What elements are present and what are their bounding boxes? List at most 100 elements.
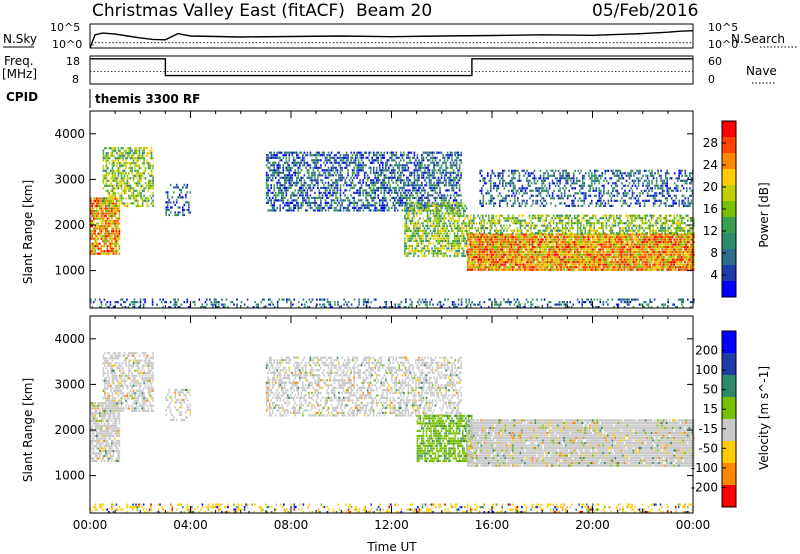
- scatter-cell-power-0: [111, 222, 113, 225]
- scatter-cell-power-5: [605, 243, 608, 246]
- scatter-cell-power-5: [531, 238, 534, 241]
- scatter-cell-power-5: [552, 236, 555, 239]
- scatter-cell-power-3: [324, 174, 327, 177]
- scatter-cell-power-3: [290, 169, 292, 172]
- scatter-cell-power-0: [114, 202, 116, 205]
- scatter-cell-power-3: [306, 164, 309, 167]
- scatter-cell-power-5: [485, 261, 487, 264]
- scatter-cell-power-3: [353, 191, 355, 194]
- scatter-cell-power-1: [129, 157, 132, 160]
- scatter-cell-power-1: [137, 194, 139, 197]
- scatter-cell-power-4: [437, 252, 439, 255]
- scatter-cell-power-5: [480, 233, 482, 236]
- scatter-cell-power-5: [590, 233, 593, 236]
- scatter-cell-power-3: [394, 204, 396, 207]
- scatter-cell-power-2: [172, 186, 175, 189]
- scatter-cell-power-0: [115, 217, 118, 220]
- scatter-cell-power-3: [458, 189, 461, 192]
- scatter-cell-power-3: [276, 171, 278, 174]
- scatter-cell-power-4: [432, 202, 435, 205]
- scatter-cell-power-3: [297, 156, 300, 159]
- scatter-cell-power-3: [339, 171, 342, 174]
- scatter-cell-power-5: [543, 251, 546, 254]
- scatter-cell-power-3: [392, 176, 395, 179]
- scatter-cell-power-1: [111, 174, 114, 177]
- scatter-cell-power-4: [465, 242, 468, 245]
- scatter-cell-power-5: [581, 266, 583, 269]
- scatter-cell-power-3: [306, 151, 309, 154]
- scatter-cell-power-3: [303, 189, 306, 192]
- scatter-cell-power-4: [441, 229, 444, 232]
- scatter-cell-power-5: [530, 256, 532, 259]
- scatter-cell-power-1: [135, 159, 138, 162]
- scatter-cell-power-5: [474, 268, 476, 271]
- scatter-cell-power-3: [427, 196, 429, 199]
- scatter-cell-power-4: [425, 249, 427, 253]
- scatter-cell-power-1: [137, 154, 139, 157]
- scatter-cell-power-3: [368, 191, 370, 194]
- scatter-cell-power-4: [453, 232, 456, 235]
- scatter-cell-power-4: [446, 204, 448, 207]
- scatter-cell-power-3: [353, 176, 355, 179]
- scatter-cell-power-5: [637, 266, 639, 269]
- scatter-cell-power-5: [575, 251, 577, 254]
- scatter-cell-power-5: [522, 256, 525, 259]
- scatter-cell-power-3: [306, 201, 309, 204]
- scatter-cell-power-0: [103, 252, 106, 255]
- scatter-cell-power-4: [461, 232, 463, 235]
- scatter-cell-power-0: [114, 197, 116, 200]
- scatter-cell-power-5: [601, 246, 603, 249]
- scatter-cell-power-5: [482, 248, 484, 251]
- scatter-cell-power-0: [115, 250, 118, 253]
- scatter-cell-power-0: [108, 210, 110, 213]
- scatter-cell-power-5: [619, 251, 621, 254]
- scatter-cell-power-5: [614, 263, 617, 266]
- scatter-cell-power-3: [428, 181, 431, 184]
- scatter-cell-power-1: [123, 177, 126, 180]
- scatter-cell-power-5: [573, 241, 576, 244]
- scatter-cell-power-4: [420, 234, 423, 238]
- scatter-cell-power-3: [397, 164, 399, 167]
- scatter-cell-power-3: [422, 174, 425, 177]
- scatter-cell-power-3: [299, 151, 301, 154]
- scatter-cell-power-4: [411, 219, 414, 222]
- scatter-cell-power-5: [557, 258, 559, 261]
- scatter-cell-power-4: [450, 227, 453, 230]
- scatter-cell-power-3: [371, 184, 373, 187]
- scatter-cell-power-4: [443, 239, 445, 243]
- scatter-cell-power-5: [595, 258, 597, 261]
- scatter-cell-power-5: [592, 248, 594, 251]
- scatter-cell-power-5: [519, 258, 522, 261]
- scatter-cell-power-5: [610, 236, 612, 239]
- scatter-cell-power-5: [521, 253, 523, 256]
- scatter-cell-power-3: [265, 154, 268, 157]
- scatter-cell-power-0: [112, 252, 115, 255]
- scatter-cell-power-3: [314, 164, 316, 167]
- scatter-cell-power-3: [445, 181, 447, 184]
- scatter-cell-power-3: [270, 179, 272, 182]
- scatter-cell-power-1: [125, 162, 127, 165]
- scatter-cell-power-4: [438, 242, 441, 245]
- scatter-cell-power-3: [365, 199, 367, 202]
- scatter-cell-power-3: [303, 151, 306, 154]
- scatter-cell-power-5: [494, 261, 496, 264]
- scatter-cell-power-4: [437, 204, 439, 207]
- scatter-cell-power-1: [137, 182, 139, 185]
- scatter-cell-power-1: [107, 159, 109, 162]
- scatter-cell-power-0: [117, 237, 119, 240]
- scatter-cell-power-3: [431, 171, 434, 174]
- scatter-cell-power-3: [407, 161, 410, 164]
- scatter-cell-power-3: [299, 164, 301, 167]
- scatter-cell-power-4: [428, 242, 430, 245]
- scatter-cell-power-3: [397, 191, 399, 194]
- scatter-cell-power-3: [372, 151, 375, 154]
- scatter-cell-power-5: [560, 248, 562, 251]
- scatter-cell-power-2: [169, 201, 172, 204]
- scatter-cell-power-4: [429, 219, 432, 222]
- scatter-cell-power-5: [519, 266, 522, 269]
- scatter-cell-power-2: [175, 201, 178, 204]
- scatter-cell-power-5: [477, 266, 479, 269]
- scatter-cell-power-1: [152, 157, 154, 160]
- scatter-cell-power-3: [436, 156, 438, 159]
- scatter-cell-power-5: [497, 246, 499, 249]
